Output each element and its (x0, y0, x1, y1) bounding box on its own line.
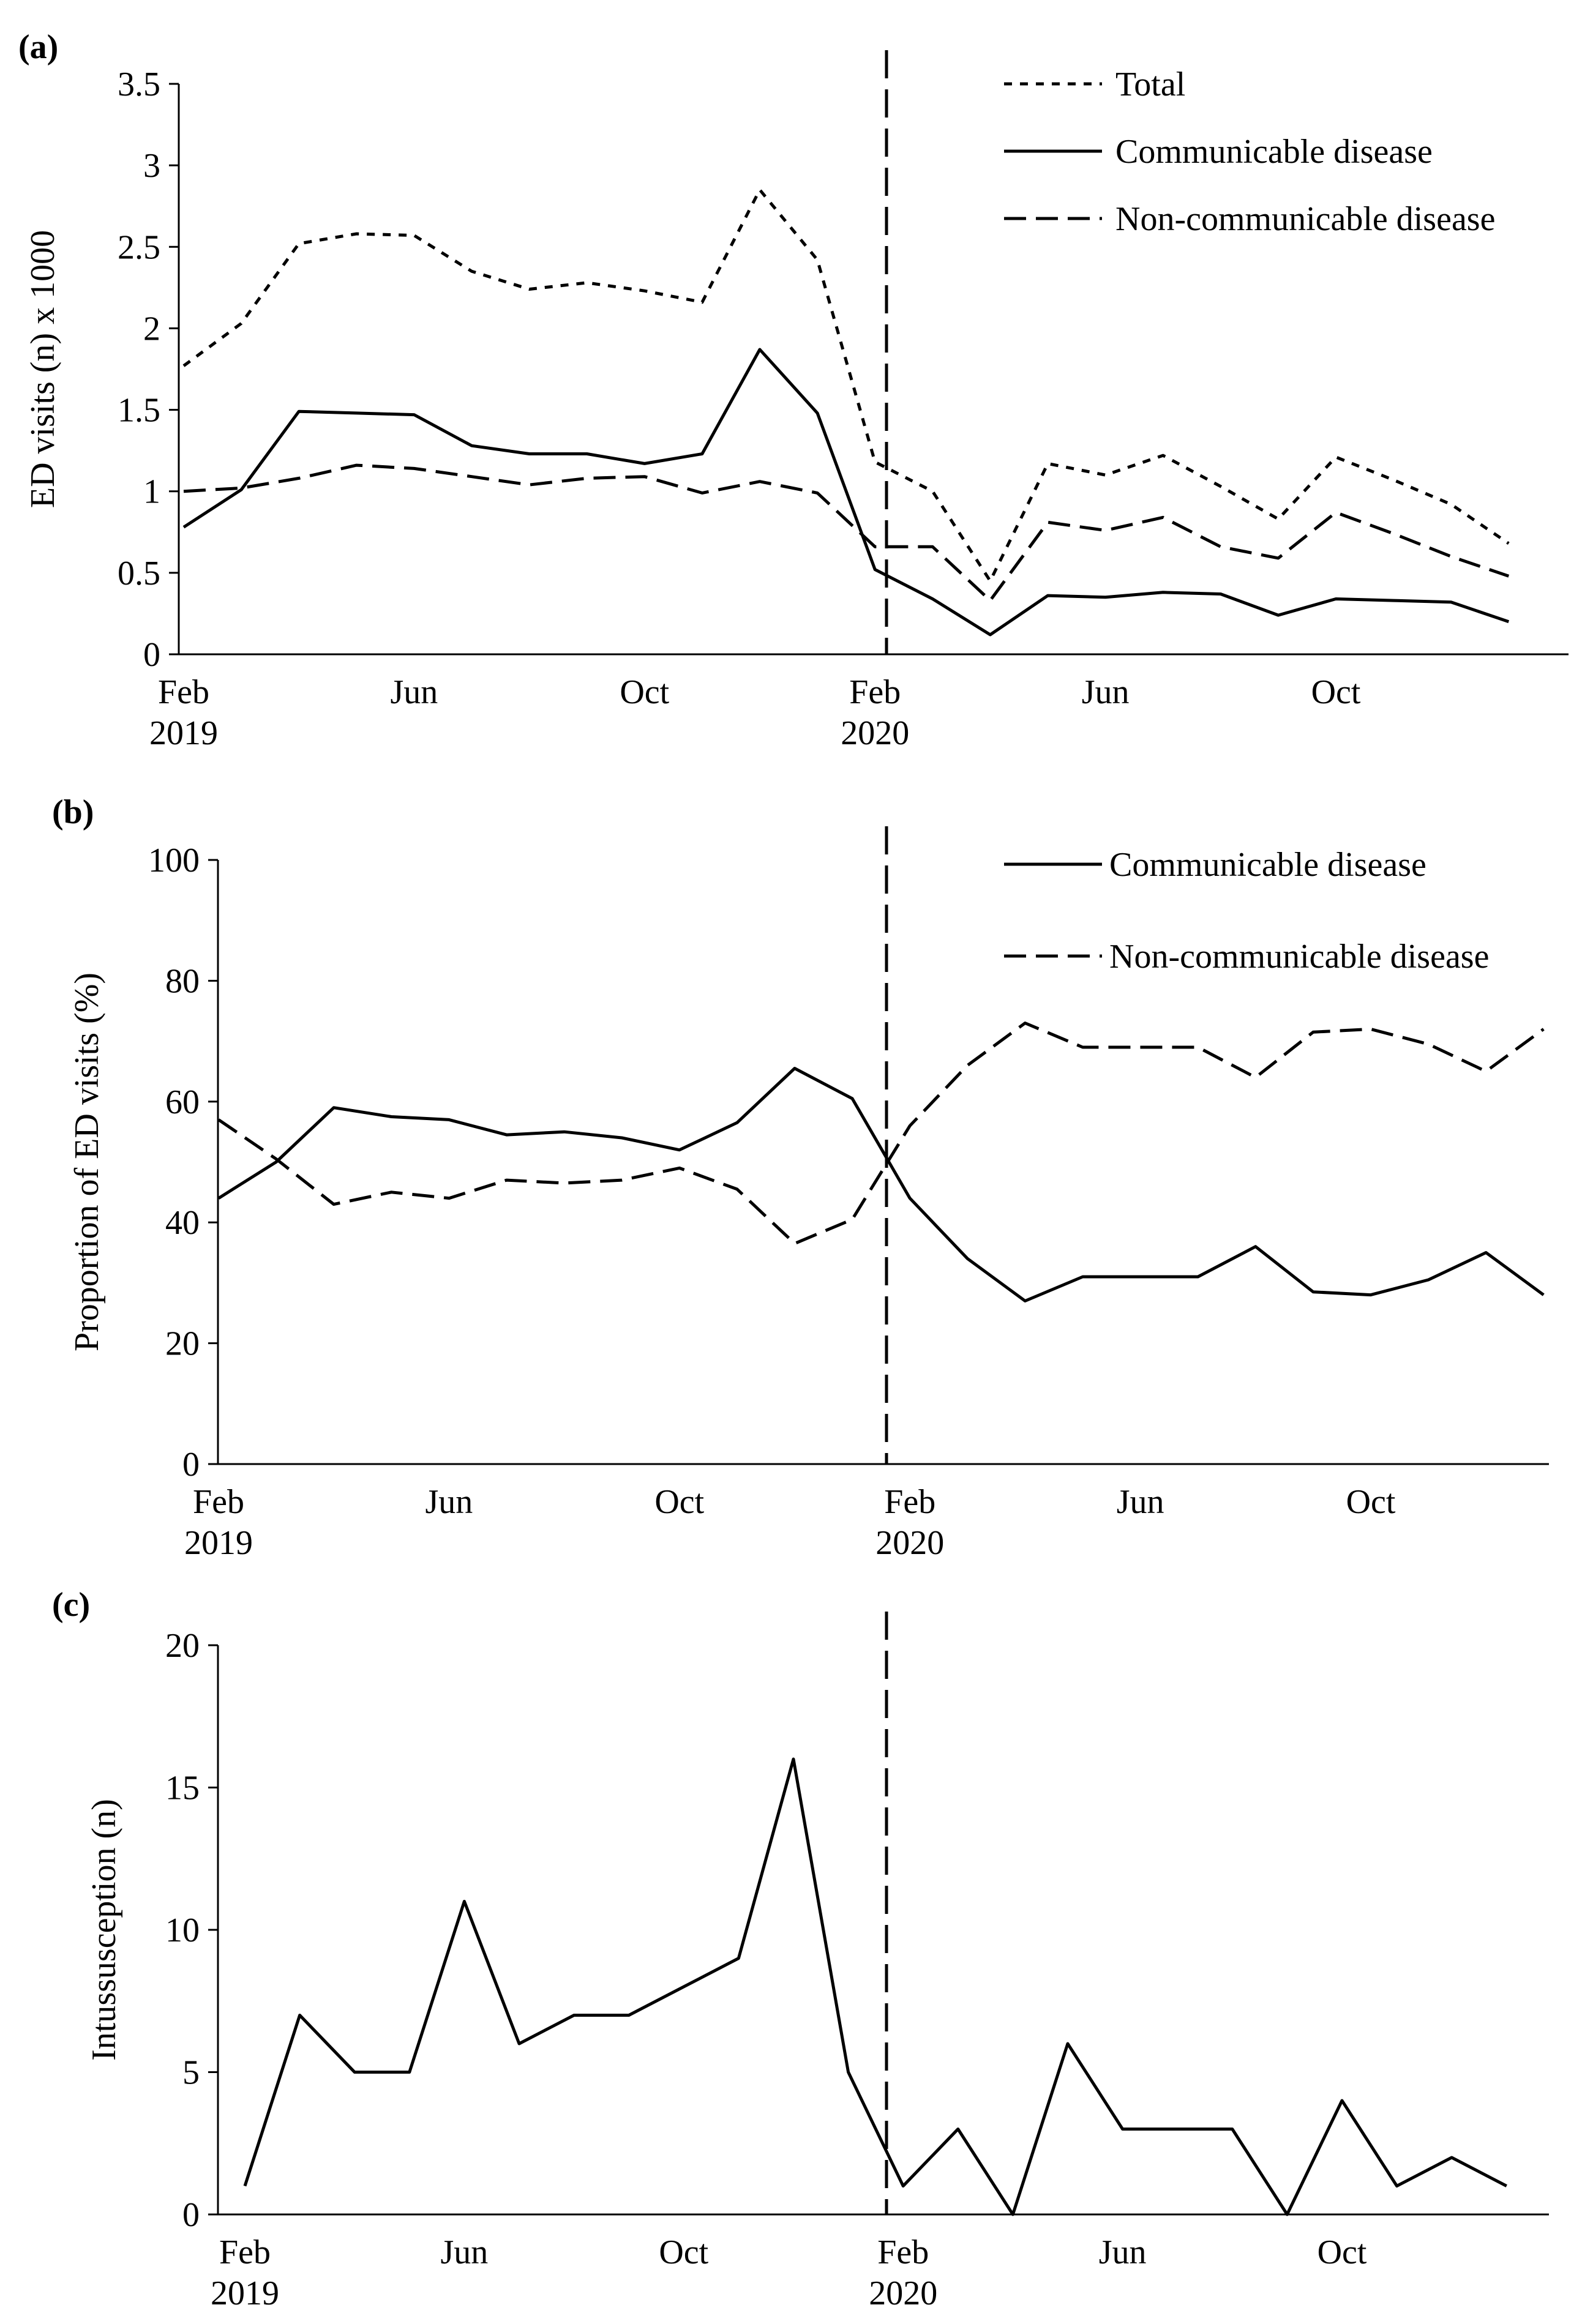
y-tick-label: 80 (165, 962, 200, 1000)
y-tick-label: 20 (165, 1627, 200, 1665)
x-tick-year-label: 2019 (184, 1524, 253, 1562)
legend-label: Non-communicable disease (1115, 200, 1495, 238)
series-line-non-communicable-disease (217, 1022, 1545, 1246)
x-tick-year-label: 2020 (841, 714, 909, 752)
y-tick-label: 5 (182, 2054, 200, 2092)
x-tick-label: Jun (441, 2233, 489, 2271)
y-tick-label: 100 (148, 842, 200, 880)
x-tick-label: Feb (877, 2233, 929, 2271)
x-tick-label: Feb (193, 1483, 244, 1521)
y-tick-label: 3 (143, 147, 160, 185)
x-tick-label: Jun (391, 673, 438, 711)
panel-a: (a) 0 0.5 1 1.5 2 2.5 3 3.5 ED visits (n) x 1000 F… (18, 28, 1569, 752)
y-tick-label: 60 (165, 1083, 200, 1121)
legend-label: Communicable disease (1115, 133, 1433, 171)
x-tick-label: Jun (1099, 2233, 1147, 2271)
x-tick-label: Oct (1318, 2233, 1367, 2271)
panel-label: (b) (52, 793, 94, 831)
y-tick-label: 1.5 (118, 392, 160, 430)
y-tick-label: 20 (165, 1325, 200, 1363)
series-line-non-communicable-disease (183, 463, 1510, 602)
y-tick-label: 10 (165, 1911, 200, 1949)
x-tick-label: Oct (654, 1483, 704, 1521)
y-axis-title: Proportion of ED visits (%) (68, 973, 106, 1351)
y-tick-label: 3.5 (118, 65, 160, 103)
x-tick-label: Feb (849, 673, 901, 711)
x-tick-label: Oct (620, 673, 669, 711)
x-tick-year-label: 2020 (875, 1524, 944, 1562)
legend-label: Total (1115, 65, 1185, 103)
legend-label: Communicable disease (1109, 846, 1426, 884)
x-tick-label: Oct (1346, 1483, 1396, 1521)
x-tick-label: Jun (1117, 1483, 1164, 1521)
x-tick-label: Feb (219, 2233, 271, 2271)
x-tick-label: Oct (659, 2233, 708, 2271)
y-tick-label: 40 (165, 1204, 200, 1242)
y-tick-label: 1 (143, 473, 160, 511)
panel-label: (c) (52, 1586, 90, 1624)
panel-b: (b) 0 20 40 60 80 100 Proportion of ED visits (… (52, 793, 1549, 1562)
panel-label: (a) (18, 28, 58, 66)
series-line-communicable-disease (182, 348, 1510, 637)
x-tick-year-label: 2020 (869, 2274, 937, 2312)
y-tick-label: 15 (165, 1769, 200, 1807)
y-axis-title: ED visits (n) x 1000 (24, 230, 62, 508)
x-tick-label: Oct (1311, 673, 1361, 711)
y-axis-title: Intussusception (n) (85, 1799, 123, 2061)
y-tick-label: 2.5 (118, 228, 160, 266)
y-tick-label: 0 (182, 2196, 200, 2234)
y-tick-label: 2 (143, 310, 160, 348)
x-tick-year-label: 2019 (149, 714, 218, 752)
series-line-intussusception (243, 1757, 1507, 2216)
y-tick-label: 0.5 (118, 555, 160, 592)
series-line-total (182, 188, 1510, 583)
x-tick-label: Feb (158, 673, 209, 711)
y-tick-label: 0 (143, 636, 160, 674)
x-tick-label: Jun (425, 1483, 473, 1521)
y-tick-label: 0 (182, 1446, 200, 1484)
x-tick-year-label: 2019 (211, 2274, 279, 2312)
series-line-communicable-disease (217, 1067, 1545, 1302)
x-tick-label: Jun (1082, 673, 1130, 711)
x-tick-label: Feb (884, 1483, 935, 1521)
legend-label: Non-communicable disease (1109, 938, 1489, 976)
